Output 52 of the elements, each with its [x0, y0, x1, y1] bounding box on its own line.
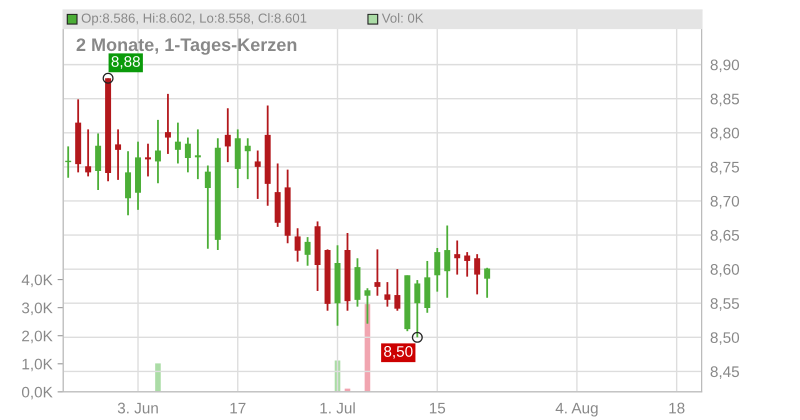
candlestick	[115, 128, 122, 181]
y-tick-label: 8,75	[710, 162, 740, 174]
candlestick	[164, 93, 171, 155]
candlestick	[474, 253, 480, 296]
text: 2 Monate, 1-Tages-Kerzen	[76, 38, 296, 55]
annotation: Op:8.586, Hi:8.602, Lo:8.558, Cl:8.601	[82, 13, 306, 26]
y-tick-label: 8,45	[710, 366, 740, 379]
annotation: 8,88	[112, 56, 140, 69]
y2-tick-label: 1,0K	[22, 358, 53, 372]
candlestick	[204, 164, 211, 250]
candlestick	[464, 251, 470, 278]
candlestick	[244, 137, 251, 180]
candlestick	[174, 122, 181, 164]
annotation: Vol: 0K	[382, 13, 424, 23]
bar	[154, 362, 162, 392]
y2-tick-label: 3,0K	[22, 302, 53, 316]
candlestick	[194, 128, 201, 180]
candlestick	[444, 224, 450, 299]
y2-tick-label: 2,0K	[22, 330, 53, 344]
y-tick-label: 8,55	[710, 298, 740, 311]
candlestick	[144, 142, 151, 178]
y2-tick-label: 4,0K	[22, 274, 53, 288]
candlestick	[454, 240, 460, 276]
candlestick	[384, 281, 390, 308]
annotation: 8,50	[384, 346, 413, 359]
candlestick	[154, 118, 161, 184]
candlestick	[484, 266, 490, 299]
y-tick-label: 8,80	[710, 128, 740, 140]
candlestick	[184, 136, 191, 174]
candlestick	[374, 248, 380, 297]
y2-tick-label: 0,0K	[22, 386, 53, 400]
x-tick-label: 17	[230, 402, 246, 414]
y-tick-label: 8,85	[710, 94, 740, 106]
y-tick-label: 8,90	[710, 59, 740, 72]
candlestick	[65, 146, 72, 179]
x-tick-label: 3. Jun	[118, 402, 158, 414]
candlestick	[254, 150, 261, 200]
y-tick-label: 8,50	[710, 332, 740, 345]
candlestick	[304, 236, 311, 267]
y-tick-label: 8,60	[710, 264, 740, 277]
candlestick	[224, 107, 231, 164]
y-tick-label: 8,65	[710, 230, 740, 243]
x-tick-label: 18	[669, 402, 684, 414]
y-tick-label: 8,70	[710, 196, 740, 208]
candlestick	[394, 268, 400, 312]
candlestick	[85, 128, 92, 178]
x-tick-label: 4. Aug	[556, 402, 598, 417]
candlestick	[294, 227, 301, 263]
candlestick	[434, 247, 440, 293]
x-tick-label: 15	[430, 402, 446, 414]
x-tick-label: 1. Jul	[320, 402, 355, 414]
bar	[343, 387, 352, 392]
